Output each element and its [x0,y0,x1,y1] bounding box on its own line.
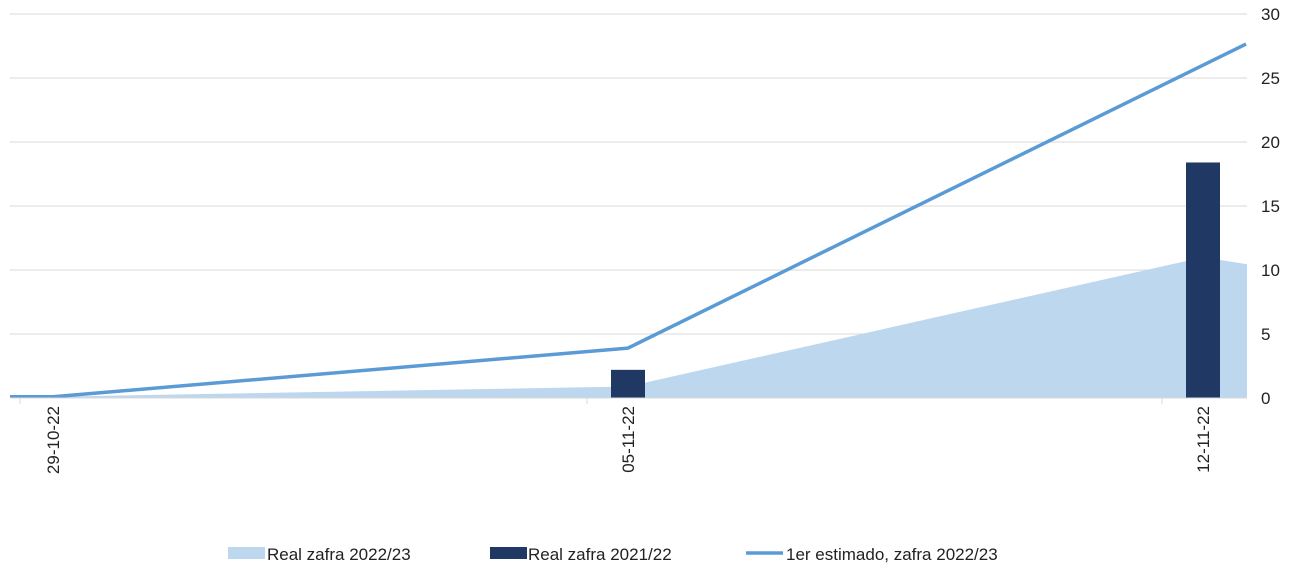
x-tick-label-12-11-22: 12-11-22 [1194,406,1213,473]
legend-label-line: 1er estimado, zafra 2022/23 [786,545,998,564]
bar-series-layer [611,162,1220,398]
y-axis-tick-labels: 0 5 10 15 20 25 30 [1261,5,1280,408]
area-series-layer [10,257,1247,398]
y-tick-label-5: 5 [1261,325,1270,344]
legend-swatch-area [228,547,265,559]
axes [10,397,1247,404]
legend-label-area: Real zafra 2022/23 [267,545,411,564]
y-tick-label-20: 20 [1261,133,1280,152]
y-tick-label-30: 30 [1261,5,1280,24]
x-tick-label-05-11-22: 05-11-22 [619,406,638,473]
x-tick-label-29-10-22: 29-10-22 [44,406,63,474]
legend-swatch-bar [490,547,527,559]
area-real-zafra-2022-23 [10,257,1247,398]
line-1er-estimado-zafra-2022-23 [10,42,1247,399]
gridlines [10,13,1247,335]
bar-real-zafra-2021-22-12-11-22 [1186,162,1220,398]
y-tick-label-0: 0 [1261,389,1270,408]
y-tick-label-10: 10 [1261,261,1280,280]
legend: Real zafra 2022/23 Real zafra 2021/22 1e… [228,545,998,564]
y-tick-label-15: 15 [1261,197,1280,216]
bar-real-zafra-2021-22-05-11-22 [611,369,645,398]
legend-label-bar: Real zafra 2021/22 [528,545,672,564]
y-tick-label-25: 25 [1261,69,1280,88]
x-axis-tick-labels: 29-10-22 05-11-22 12-11-22 [44,406,1213,474]
line-series-layer [10,42,1247,399]
